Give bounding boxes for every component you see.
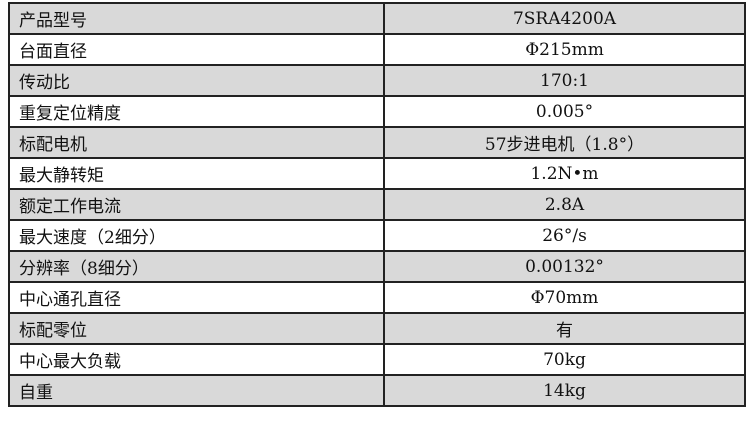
spec-value: 1.2N•m (383, 157, 746, 190)
spec-value: 7SRA4200A (383, 2, 746, 35)
spec-value: 有 (383, 312, 746, 345)
table-row: 额定工作电流 2.8A (8, 188, 746, 221)
table-row: 重复定位精度 0.005° (8, 95, 746, 128)
spec-label: 重复定位精度 (8, 95, 385, 128)
table-row: 自重 14kg (8, 374, 746, 407)
table-row: 最大速度（2细分） 26°/s (8, 219, 746, 252)
spec-value: 14kg (383, 374, 746, 407)
spec-value: Φ70mm (383, 281, 746, 314)
spec-label: 额定工作电流 (8, 188, 385, 221)
table-row: 分辨率（8细分） 0.00132° (8, 250, 746, 283)
spec-label: 产品型号 (8, 2, 385, 35)
spec-label: 传动比 (8, 64, 385, 97)
spec-label: 最大静转矩 (8, 157, 385, 190)
spec-table: 产品型号 7SRA4200A 台面直径 Φ215mm 传动比 170:1 重复定位精度 0.0… (8, 2, 746, 407)
spec-value: 0.00132° (383, 250, 746, 283)
spec-value: 2.8A (383, 188, 746, 221)
table-row: 最大静转矩 1.2N•m (8, 157, 746, 190)
spec-label: 自重 (8, 374, 385, 407)
table-row: 产品型号 7SRA4200A (8, 2, 746, 35)
spec-value: 170:1 (383, 64, 746, 97)
spec-value: 0.005° (383, 95, 746, 128)
table-row: 台面直径 Φ215mm (8, 33, 746, 66)
table-row: 中心最大负载 70kg (8, 343, 746, 376)
spec-label: 中心通孔直径 (8, 281, 385, 314)
spec-label: 标配电机 (8, 126, 385, 159)
table-row: 传动比 170:1 (8, 64, 746, 97)
spec-table-body: 产品型号 7SRA4200A 台面直径 Φ215mm 传动比 170:1 重复定位精度 0.0… (8, 2, 746, 407)
spec-label: 台面直径 (8, 33, 385, 66)
spec-value: 70kg (383, 343, 746, 376)
spec-label: 标配零位 (8, 312, 385, 345)
spec-label: 中心最大负载 (8, 343, 385, 376)
spec-label: 分辨率（8细分） (8, 250, 385, 283)
spec-value: Φ215mm (383, 33, 746, 66)
spec-value: 26°/s (383, 219, 746, 252)
spec-value: 57步进电机（1.8°） (383, 126, 746, 159)
table-row: 中心通孔直径 Φ70mm (8, 281, 746, 314)
table-row: 标配零位有 (8, 312, 746, 345)
table-row: 标配电机 57步进电机（1.8°） (8, 126, 746, 159)
spec-label: 最大速度（2细分） (8, 219, 385, 252)
